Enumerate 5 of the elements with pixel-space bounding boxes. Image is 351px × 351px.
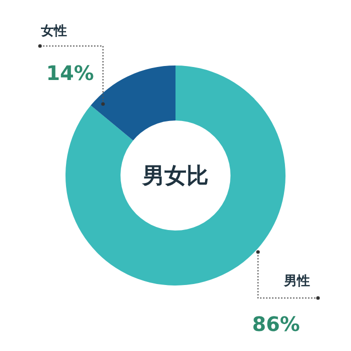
slice-label: 女性: [40, 24, 67, 39]
data-label: 86%: [252, 312, 300, 336]
slice-label: 男性: [283, 274, 310, 289]
text: 男女比: [142, 164, 208, 189]
data-label: 14%: [46, 61, 94, 85]
